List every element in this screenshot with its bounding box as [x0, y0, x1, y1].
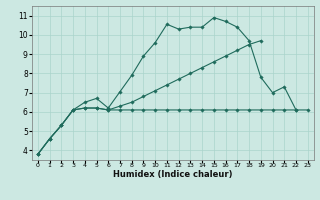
X-axis label: Humidex (Indice chaleur): Humidex (Indice chaleur) — [113, 170, 233, 179]
